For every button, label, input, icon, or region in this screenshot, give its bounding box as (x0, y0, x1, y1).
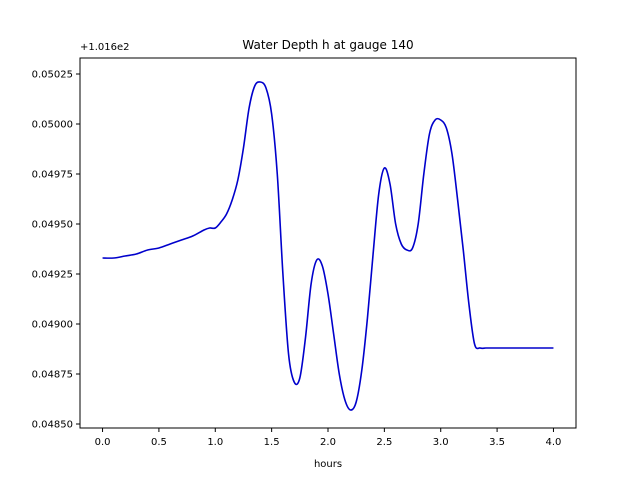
x-tick-label: 0.5 (151, 437, 167, 448)
y-tick-label: 0.04900 (32, 320, 73, 331)
chart-title: Water Depth h at gauge 140 (242, 38, 413, 52)
x-tick-label: 1.0 (207, 437, 223, 448)
y-tick-label: 0.05025 (32, 70, 73, 81)
y-tick-label: 0.04975 (32, 170, 73, 181)
x-tick-label: 3.5 (489, 437, 505, 448)
x-axis-label: hours (314, 459, 342, 470)
x-axis: 0.0 0.5 1.0 1.5 2.0 2.5 3.0 3.5 4.0 (95, 428, 562, 448)
y-tick-label: 0.04875 (32, 370, 73, 381)
x-tick-label: 3.0 (433, 437, 449, 448)
y-axis: 0.04850 0.04875 0.04900 0.04925 0.04950 0.049… (32, 70, 80, 431)
x-tick-label: 1.5 (264, 437, 280, 448)
x-tick-label: 4.0 (546, 437, 562, 448)
plot-area (79, 57, 577, 429)
y-offset-label: +1.016e2 (80, 42, 130, 53)
y-tick-label: 0.04925 (32, 270, 73, 281)
y-tick-label: 0.04850 (32, 420, 73, 431)
series-layer (102, 81, 554, 411)
x-tick-label: 0.0 (95, 437, 111, 448)
series-line (102, 81, 554, 411)
y-tick-label: 0.04950 (32, 220, 73, 231)
x-tick-label: 2.5 (376, 437, 392, 448)
x-tick-label: 2.0 (320, 437, 336, 448)
y-tick-label: 0.05000 (32, 120, 73, 131)
